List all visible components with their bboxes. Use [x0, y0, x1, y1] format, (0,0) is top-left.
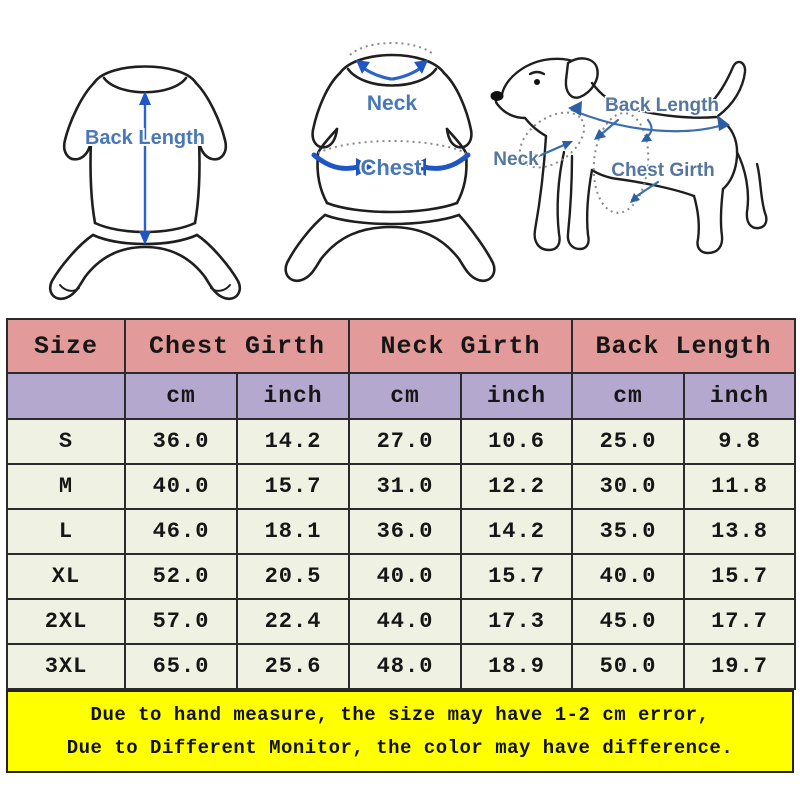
value-cell: 65.0 [124, 643, 238, 690]
garment-outline [48, 65, 242, 301]
value-cell: 40.0 [571, 553, 685, 600]
garment-front-view-drawing: Neck Chest [284, 42, 496, 283]
value-cell: 19.7 [683, 643, 796, 690]
value-cell: 44.0 [348, 598, 462, 645]
header-cell-size: Size [6, 318, 126, 374]
value-cell: 40.0 [348, 553, 462, 600]
header-cell-chest-girth: Chest Girth [124, 318, 350, 374]
chest-girth-dashed-ellipse [592, 112, 650, 214]
header-cell-back-length: Back Length [571, 318, 796, 374]
size-cell: XL [6, 553, 126, 600]
neck-dashed-arc [349, 42, 435, 56]
size-chart-table: Size Chest Girth Neck Girth Back Length … [6, 318, 796, 690]
table-row-s: S 36.0 14.2 27.0 10.6 25.0 9.8 [6, 418, 796, 465]
unit-cell: inch [460, 372, 573, 420]
dog-drawing: Back Length Neck Chest Girth [490, 57, 768, 255]
value-cell: 36.0 [124, 418, 238, 465]
garment-back-view-figure: Back Length [30, 45, 265, 307]
value-cell: 31.0 [348, 463, 462, 510]
dog-nose [490, 91, 504, 101]
garment-back-view-drawing: Back Length [48, 65, 242, 301]
size-cell: M [6, 463, 126, 510]
dog-eye [534, 79, 540, 85]
value-cell: 13.8 [683, 508, 796, 555]
value-cell: 11.8 [683, 463, 796, 510]
value-cell: 9.8 [683, 418, 796, 465]
value-cell: 15.7 [683, 553, 796, 600]
chest-measure-arrows [311, 152, 471, 176]
value-cell: 15.7 [460, 553, 573, 600]
value-cell: 40.0 [124, 463, 238, 510]
value-cell: 15.7 [236, 463, 350, 510]
size-cell: L [6, 508, 126, 555]
value-cell: 17.3 [460, 598, 573, 645]
table-row-l: L 46.0 18.1 36.0 14.2 35.0 13.8 [6, 508, 796, 555]
value-cell: 12.2 [460, 463, 573, 510]
size-cell: 2XL [6, 598, 126, 645]
dog-chest-girth-label: Chest Girth [611, 160, 714, 181]
value-cell: 35.0 [571, 508, 685, 555]
value-cell: 10.6 [460, 418, 573, 465]
value-cell: 17.7 [683, 598, 796, 645]
value-cell: 14.2 [236, 418, 350, 465]
disclaimer-line-1: Due to hand measure, the size may have 1… [90, 703, 710, 726]
value-cell: 20.5 [236, 553, 350, 600]
neck-label: Neck [367, 92, 418, 115]
dog-neck-label: Neck [493, 149, 539, 170]
table-row-2xl: 2XL 57.0 22.4 44.0 17.3 45.0 17.7 [6, 598, 796, 645]
value-cell: 25.6 [236, 643, 350, 690]
back-length-measure-arrow [139, 91, 151, 245]
value-cell: 14.2 [460, 508, 573, 555]
value-cell: 57.0 [124, 598, 238, 645]
unit-cell: cm [571, 372, 685, 420]
dog-back-length-label: Back Length [605, 95, 719, 116]
value-cell: 22.4 [236, 598, 350, 645]
garment-outline [284, 53, 496, 283]
table-unit-row: cm inch cm inch cm inch [6, 372, 796, 420]
neck-annotation [532, 141, 573, 160]
unit-cell: cm [124, 372, 238, 420]
table-row-xl: XL 52.0 20.5 40.0 15.7 40.0 15.7 [6, 553, 796, 600]
dog-measure-figure: Back Length Neck Chest Girth [480, 30, 798, 295]
value-cell: 48.0 [348, 643, 462, 690]
size-cell: S [6, 418, 126, 465]
garment-front-view-figure: Neck Chest [272, 25, 512, 310]
value-cell: 50.0 [571, 643, 685, 690]
header-cell-neck-girth: Neck Girth [348, 318, 573, 374]
value-cell: 45.0 [571, 598, 685, 645]
chest-girth-annotation [630, 180, 660, 203]
value-cell: 30.0 [571, 463, 685, 510]
neck-girth-dashed-ellipse [518, 111, 586, 169]
back-length-label: Back Length [85, 127, 205, 149]
disclaimer-line-2: Due to Different Monitor, the color may … [66, 737, 734, 760]
unit-cell-empty [6, 372, 126, 420]
disclaimer-note-box: Due to hand measure, the size may have 1… [6, 690, 794, 773]
value-cell: 25.0 [571, 418, 685, 465]
unit-cell: inch [236, 372, 350, 420]
neck-measure-arrows [356, 60, 428, 81]
chest-label: Chest [360, 155, 422, 180]
size-cell: 3XL [6, 643, 126, 690]
value-cell: 18.1 [236, 508, 350, 555]
value-cell: 27.0 [348, 418, 462, 465]
unit-cell: cm [348, 372, 462, 420]
table-row-m: M 40.0 15.7 31.0 12.2 30.0 11.8 [6, 463, 796, 510]
unit-cell: inch [683, 372, 796, 420]
value-cell: 18.9 [460, 643, 573, 690]
table-row-3xl: 3XL 65.0 25.6 48.0 18.9 50.0 19.7 [6, 643, 796, 690]
table-header-row: Size Chest Girth Neck Girth Back Length [6, 318, 796, 374]
back-length-annotation [568, 101, 730, 142]
value-cell: 46.0 [124, 508, 238, 555]
chest-dashed-arc [317, 140, 467, 154]
value-cell: 52.0 [124, 553, 238, 600]
value-cell: 36.0 [348, 508, 462, 555]
